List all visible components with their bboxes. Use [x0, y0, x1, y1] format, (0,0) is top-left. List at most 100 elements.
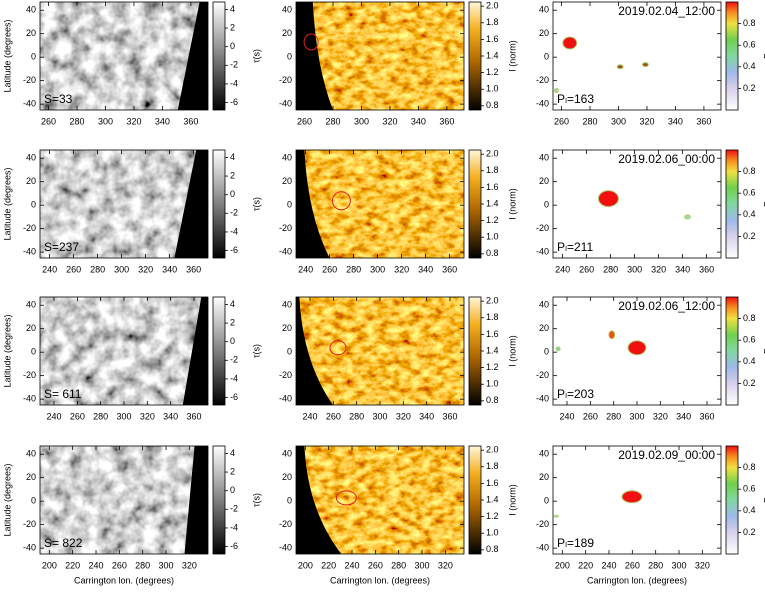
x-axis-label: Carrington lon. (degrees) [330, 575, 430, 585]
colorbar-tick-label: 0.8 [486, 544, 499, 554]
x-tick-label: 280 [648, 560, 663, 570]
panel-frame [295, 149, 465, 259]
colorbar-tick-label: -4 [230, 522, 238, 532]
x-tick-label: 240 [88, 560, 103, 570]
y-tick-label: -20 [23, 75, 36, 85]
annotation: Pₗ=203 [557, 387, 594, 401]
colorbar-tick-label: 1.8 [486, 312, 499, 322]
colorbar [725, 1, 739, 111]
x-tick-label: 280 [603, 264, 618, 274]
annotation: S= 822 [44, 536, 83, 550]
x-tick-label: 340 [675, 264, 690, 274]
panel-frame [552, 1, 722, 111]
y-tick-label: -40 [23, 247, 36, 257]
y-tick-label: 20 [282, 176, 292, 186]
y-tick-label: 20 [539, 176, 549, 186]
colorbar-tick-label: 0.8 [486, 100, 499, 110]
panel: 260 280 300 320 340 360 -40 -20 0 20 40 0.8 1.0 1.2 1.… [279, 1, 517, 127]
panel: 260 280 300 320 340 360-40-2002040-6-4-2024τ(… [2, 1, 261, 126]
panel-frame [39, 445, 209, 555]
no-data-region [177, 2, 208, 110]
x-tick-label: 360 [442, 411, 457, 421]
panel: 240 260 280 300 320 340 360 -40 -20 0 20 40 0.2 0.4 0.… [536, 149, 765, 274]
y-tick-label: -20 [279, 370, 292, 380]
y-axis-label: Latitude (degrees) [2, 314, 12, 387]
region [627, 340, 647, 356]
x-tick-label: 300 [354, 116, 369, 126]
x-tick-label: 360 [186, 411, 201, 421]
region [616, 64, 624, 70]
y-tick-label: 0 [544, 347, 549, 357]
colorbar-label: P [762, 348, 765, 354]
colorbar [725, 445, 739, 555]
y-tick-label: -20 [279, 223, 292, 233]
x-tick-label: 220 [321, 560, 336, 570]
no-data-region [296, 150, 330, 258]
colorbar-label: I (norm) [507, 188, 517, 220]
colorbar-tick-label: 2 [230, 170, 235, 180]
y-tick-label: -20 [23, 370, 36, 380]
y-tick-label: 0 [31, 496, 36, 506]
x-tick-label: 240 [344, 560, 359, 570]
colorbar-tick-label: 2 [230, 466, 235, 476]
colorbar-tick-label: 0 [230, 41, 235, 51]
colorbar-tick-label: -2 [230, 504, 238, 514]
panel: 240 260 280 300 320 340 360 -40 -20 0 20 40 0.8 1.0 1.… [279, 149, 517, 275]
colorbar [468, 1, 482, 111]
x-tick-label: 260 [66, 264, 81, 274]
colorbar [725, 296, 739, 406]
x-tick-label: 360 [696, 116, 711, 126]
colorbar-label: P [762, 497, 765, 503]
x-tick-label: 320 [695, 560, 710, 570]
colorbar-tick-label: 1.6 [486, 329, 499, 339]
image [553, 150, 721, 258]
colorbar-tick-label: 1.4 [486, 50, 499, 60]
contour [335, 490, 357, 506]
no-data-region [296, 2, 333, 110]
colorbar-tick-label: -6 [230, 97, 238, 107]
x-tick-label: 300 [611, 116, 626, 126]
y-tick-label: -40 [279, 543, 292, 553]
x-tick-label: 220 [65, 560, 80, 570]
x-tick-label: 320 [140, 411, 155, 421]
x-tick-label: 340 [418, 264, 433, 274]
colorbar [212, 149, 226, 259]
colorbar-label: I (norm) [507, 40, 517, 72]
x-tick-label: 360 [439, 116, 454, 126]
colorbar-tick-label: 0 [230, 485, 235, 495]
annotation: Pₗ=189 [557, 536, 594, 550]
x-tick-label: 200 [555, 560, 570, 570]
y-tick-label: -40 [279, 99, 292, 109]
colorbar [468, 296, 482, 406]
colorbar-tick-label: 1.4 [486, 198, 499, 208]
region [641, 62, 649, 68]
colorbar-tick-label: 0.2 [743, 378, 756, 388]
x-tick-label: 240 [559, 411, 574, 421]
colorbar-tick-label: 2.0 [486, 445, 499, 455]
y-tick-label: -40 [536, 247, 549, 257]
y-tick-label: 40 [282, 5, 292, 15]
y-tick-label: 40 [26, 449, 36, 459]
y-tick-label: 0 [287, 347, 292, 357]
colorbar-tick-label: 4 [230, 4, 235, 14]
colorbar-tick-label: 1.0 [486, 232, 499, 242]
x-tick-label: 240 [601, 560, 616, 570]
colorbar-tick-label: 4 [230, 299, 235, 309]
colorbar [212, 1, 226, 111]
colorbar-tick-label: 1.0 [486, 528, 499, 538]
colorbar-tick-label: 2 [230, 22, 235, 32]
panel-frame [295, 445, 465, 555]
x-tick-label: 320 [182, 560, 197, 570]
contour [303, 33, 319, 51]
colorbar-tick-label: 1.8 [486, 461, 499, 471]
colorbar-tick-label: 2.0 [486, 149, 499, 159]
colorbar-tick-label: -4 [230, 226, 238, 236]
y-tick-label: -40 [23, 543, 36, 553]
region [553, 88, 559, 94]
colorbar-tick-label: 0.6 [743, 40, 756, 50]
x-tick-label: 240 [302, 411, 317, 421]
colorbar-label: P [762, 53, 765, 59]
x-tick-label: 300 [370, 264, 385, 274]
y-tick-label: 20 [26, 28, 36, 38]
region [597, 190, 619, 208]
